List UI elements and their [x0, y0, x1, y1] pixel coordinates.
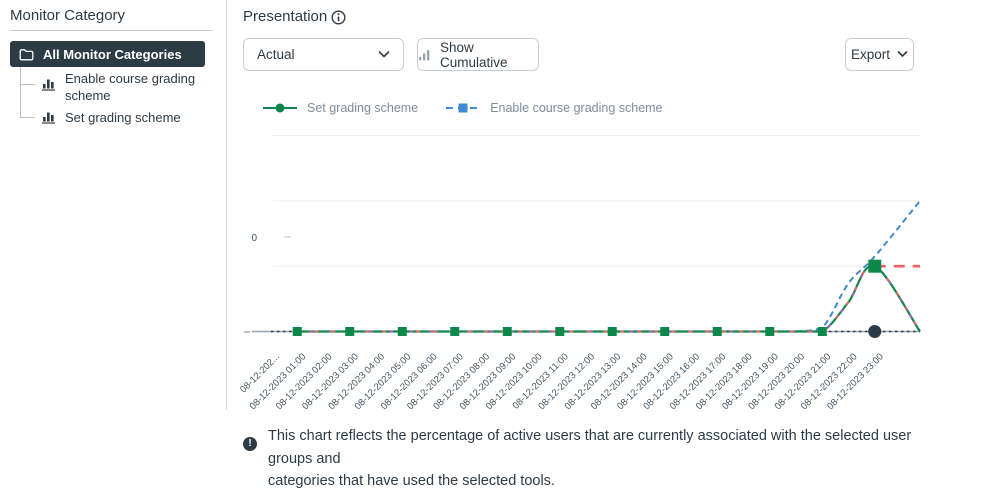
panel-divider: [226, 0, 227, 410]
footnote-line: This chart reflects the percentage of ac…: [268, 428, 912, 467]
tree-connector-stub: [20, 117, 35, 118]
bar-chart-icon: [418, 48, 431, 61]
sidebar-item-enable-course-grading-scheme[interactable]: Enable course grading scheme: [65, 71, 196, 103]
presentation-select-value: Actual: [257, 47, 295, 62]
sidebar-title: Monitor Category: [10, 7, 126, 24]
series-marker-set-grading-scheme: [868, 259, 882, 273]
show-cumulative-label: Show Cumulative: [440, 39, 508, 70]
legend-item[interactable]: Enable course grading scheme: [444, 101, 663, 115]
sidebar-divider: [10, 30, 213, 31]
sidebar-item-set-grading-scheme[interactable]: Set grading scheme: [65, 110, 181, 125]
footnote-line: categories that have used the selected t…: [268, 473, 555, 489]
tree-connector-stub: [20, 84, 35, 85]
tree-connector-vertical: [20, 67, 21, 118]
series-marker-set-grading-scheme: [765, 327, 775, 336]
chart-legend: Set grading scheme Enable course grading …: [261, 101, 663, 115]
chevron-down-icon: [378, 51, 390, 58]
series-marker-set-grading-scheme: [555, 327, 565, 336]
export-label: Export: [850, 47, 891, 62]
legend-item[interactable]: Set grading scheme: [261, 101, 418, 115]
series-marker-zero-baseline-dark: [868, 325, 882, 338]
presentation-title: Presentation: [243, 8, 328, 25]
series-marker-set-grading-scheme: [397, 327, 407, 336]
export-button[interactable]: Export: [845, 38, 914, 71]
series-marker-set-grading-scheme: [345, 327, 355, 336]
chart-footnote: This chart reflects the percentage of ac…: [268, 425, 948, 493]
show-cumulative-button[interactable]: Show Cumulative: [417, 38, 539, 71]
series-marker-set-grading-scheme: [660, 327, 670, 336]
y-axis-label: 0: [251, 233, 257, 244]
square-legend-marker: [446, 103, 481, 113]
legend-label: Set grading scheme: [307, 101, 419, 115]
presentation-select[interactable]: Actual: [243, 38, 404, 71]
sidebar-item-all-monitor-categories[interactable]: All Monitor Categories: [10, 41, 205, 67]
series-marker-set-grading-scheme: [607, 327, 617, 336]
series-enable-course-grading-scheme: [795, 200, 921, 333]
legend-label: Enable course grading scheme: [490, 101, 663, 115]
bar-chart-icon: [41, 77, 57, 91]
circle-legend-marker: [263, 103, 297, 113]
alert-icon: !: [243, 437, 257, 451]
chart-area: 0 08-12-202... 08-12-2023 01:00 08-12-2023 …: [236, 116, 999, 416]
series-marker-set-grading-scheme: [502, 327, 512, 336]
series-marker-set-grading-scheme: [712, 327, 722, 336]
info-icon[interactable]: [331, 10, 346, 25]
series-marker-set-grading-scheme: [817, 327, 827, 336]
chevron-down-icon: [897, 51, 908, 58]
bar-chart-icon: [41, 110, 57, 124]
folder-icon: [19, 48, 34, 61]
chart-canvas: 008-12-202...08-12-2023 01:0008-12-2023 …: [238, 135, 921, 412]
series-marker-set-grading-scheme: [450, 327, 460, 336]
series-marker-set-grading-scheme: [292, 327, 302, 336]
sidebar-selected-label: All Monitor Categories: [43, 46, 182, 62]
